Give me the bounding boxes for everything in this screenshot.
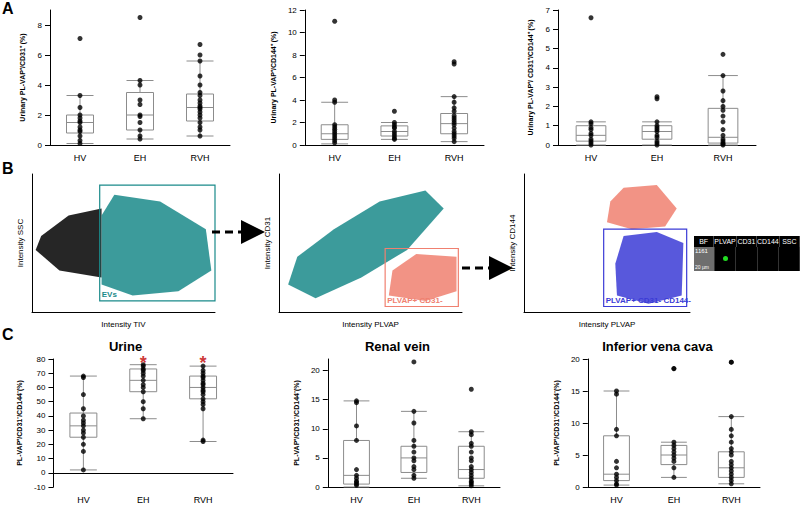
svg-text:5: 5	[315, 453, 320, 462]
svg-text:0: 0	[575, 483, 580, 492]
svg-text:PLVAP+ CD31-: PLVAP+ CD31-	[387, 296, 443, 305]
svg-text:8: 8	[38, 21, 43, 30]
svg-text:EH: EH	[651, 153, 664, 163]
svg-text:Intensity CD31: Intensity CD31	[263, 216, 272, 269]
svg-text:0: 0	[38, 141, 43, 150]
svg-text:0: 0	[41, 468, 46, 477]
svg-text:Urinary PL-VAP⁺/CD144⁺ (%): Urinary PL-VAP⁺/CD144⁺ (%)	[270, 31, 278, 123]
html-text:A: A	[2, 0, 14, 17]
svg-text:7: 7	[546, 6, 551, 15]
svg-text:PLVAP+ CD31- CD144-: PLVAP+ CD31- CD144-	[606, 296, 692, 305]
svg-text:6: 6	[38, 51, 43, 60]
svg-text:10: 10	[37, 454, 46, 463]
svg-text:Urine: Urine	[109, 339, 142, 354]
svg-text:3: 3	[546, 83, 551, 92]
svg-text:Intensity PLVAP: Intensity PLVAP	[342, 320, 399, 329]
svg-text:*: *	[200, 353, 207, 373]
svg-text:HV: HV	[610, 495, 623, 505]
svg-text:Urinary PL-VAP⁺/ CD31⁺/CD144⁺: Urinary PL-VAP⁺/ CD31⁺/CD144⁺ (%)	[527, 20, 535, 136]
svg-text:EH: EH	[137, 495, 150, 505]
svg-text:Inferior vena cava: Inferior vena cava	[602, 339, 713, 354]
svg-text:20: 20	[311, 366, 320, 375]
svg-text:Intensity TIV: Intensity TIV	[101, 320, 146, 329]
svg-text:2: 2	[38, 111, 43, 120]
html-text:20 µm: 20 µm	[695, 264, 709, 270]
html-text:SSC: SSC	[782, 238, 797, 245]
svg-text:70: 70	[37, 369, 46, 378]
svg-text:0: 0	[292, 141, 297, 150]
svg-text:60: 60	[37, 383, 46, 392]
svg-text:PL-VAP⁺/CD31⁻/CD144⁻(%): PL-VAP⁺/CD31⁻/CD144⁻(%)	[16, 380, 24, 466]
svg-text:RVH: RVH	[722, 495, 741, 505]
svg-text:HV: HV	[74, 153, 87, 163]
svg-text:40: 40	[37, 411, 46, 420]
html-text:1161: 1161	[695, 248, 708, 254]
svg-text:20: 20	[37, 440, 46, 449]
svg-text:15: 15	[571, 387, 580, 396]
svg-text:15: 15	[311, 395, 320, 404]
svg-text:RVH: RVH	[191, 153, 210, 163]
svg-text:80: 80	[37, 355, 46, 364]
svg-text:6: 6	[292, 73, 297, 82]
html-text:PLVAP CD31 CD144: PLVAP CD31 CD144	[714, 238, 779, 245]
svg-text:0: 0	[315, 483, 320, 492]
svg-text:RVH: RVH	[445, 153, 464, 163]
svg-text:4: 4	[38, 81, 43, 90]
html-text:BF: BF	[699, 238, 709, 245]
svg-text:HV: HV	[77, 495, 90, 505]
svg-text:10: 10	[571, 419, 580, 428]
svg-text:HV: HV	[328, 153, 341, 163]
svg-text:-10: -10	[34, 483, 46, 492]
svg-text:Urinary PL-VAP⁺/CD31⁺ (%): Urinary PL-VAP⁺/CD31⁺ (%)	[19, 33, 27, 121]
svg-text:0: 0	[546, 141, 551, 150]
svg-text:Intensity PLVAP: Intensity PLVAP	[579, 320, 636, 329]
svg-text:HV: HV	[350, 495, 363, 505]
svg-text:50: 50	[37, 397, 46, 406]
svg-text:EH: EH	[388, 153, 401, 163]
svg-text:4: 4	[546, 63, 551, 72]
svg-text:20: 20	[571, 355, 580, 364]
html-text:B: B	[2, 160, 14, 177]
svg-text:2: 2	[292, 118, 297, 127]
svg-text:EH: EH	[408, 495, 421, 505]
svg-text:RVH: RVH	[462, 495, 481, 505]
svg-text:10: 10	[311, 424, 320, 433]
svg-text:2: 2	[546, 102, 551, 111]
svg-text:PL-VAP⁺/CD31⁻/CD144⁻(%): PL-VAP⁺/CD31⁻/CD144⁻(%)	[293, 380, 301, 466]
svg-text:EH: EH	[668, 495, 681, 505]
svg-text:RVH: RVH	[194, 495, 213, 505]
svg-text:PL-VAP⁺/CD31⁻/CD144⁻(%): PL-VAP⁺/CD31⁻/CD144⁻(%)	[553, 380, 561, 466]
svg-text:EVs: EVs	[102, 290, 118, 299]
svg-text:Intensity SSC: Intensity SSC	[16, 219, 25, 268]
html-text:C: C	[2, 326, 14, 343]
svg-text:Renal vein: Renal vein	[365, 339, 430, 354]
svg-text:1: 1	[546, 121, 551, 130]
svg-text:4: 4	[292, 96, 297, 105]
svg-text:Intensity CD144: Intensity CD144	[508, 214, 517, 271]
svg-text:5: 5	[546, 44, 551, 53]
svg-text:EH: EH	[134, 153, 147, 163]
svg-text:HV: HV	[585, 153, 598, 163]
svg-text:30: 30	[37, 426, 46, 435]
svg-text:RVH: RVH	[714, 153, 733, 163]
svg-text:5: 5	[575, 451, 580, 460]
svg-text:10: 10	[288, 28, 297, 37]
svg-text:*: *	[140, 353, 147, 373]
svg-text:8: 8	[292, 51, 297, 60]
svg-text:12: 12	[288, 6, 297, 15]
svg-text:6: 6	[546, 25, 551, 34]
